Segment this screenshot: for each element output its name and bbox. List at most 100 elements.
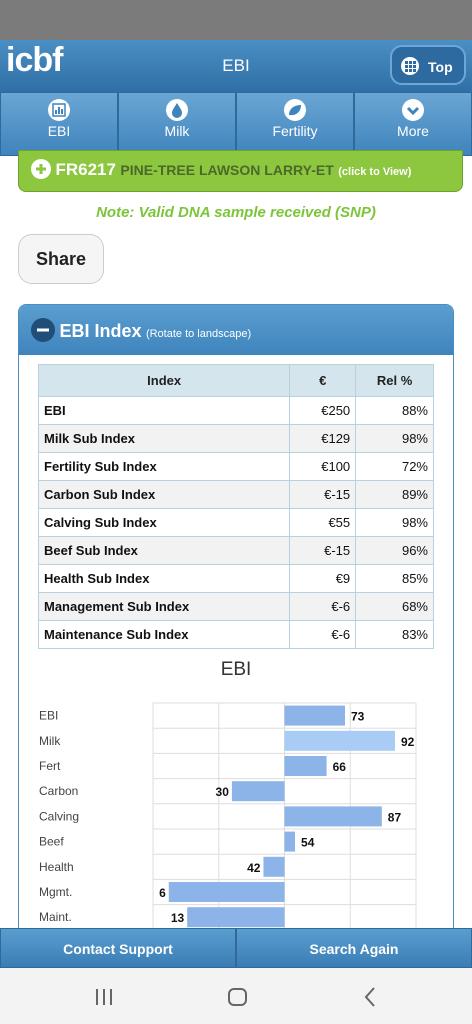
table-cell: €-15 (289, 536, 357, 565)
chart-title: EBI (221, 659, 252, 680)
table-cell: €-6 (289, 620, 357, 649)
table-row: Health Sub Index €9 85% (37, 564, 434, 593)
share-button[interactable]: Share (18, 234, 104, 284)
table-cell: 98% (355, 508, 434, 537)
value-label: 42 (247, 861, 261, 875)
tab-icon (48, 99, 70, 121)
logo: icbf (6, 41, 63, 79)
top-button[interactable]: Top (390, 45, 466, 85)
table-cell: €129 (289, 424, 357, 453)
table-row: Fertility Sub Index €100 72% (37, 452, 434, 481)
category-label: Calving (39, 809, 79, 823)
footer: Contact Support Search Again (0, 928, 472, 968)
column-header: Index (37, 364, 291, 397)
category-label: Mgmt. (39, 885, 72, 899)
table-row: Calving Sub Index €55 98% (37, 508, 434, 537)
value-label: 13 (171, 911, 185, 925)
table-cell: Maintenance Sub Index (37, 620, 291, 649)
table-cell: EBI (37, 396, 291, 425)
value-label: 87 (388, 810, 402, 824)
bar (231, 781, 285, 802)
bar (187, 907, 285, 928)
column-header: € (289, 364, 357, 397)
bar (284, 705, 345, 726)
table-cell: 96% (355, 536, 434, 565)
minus-icon (31, 318, 55, 342)
panel-hint: (Rotate to landscape) (145, 328, 252, 340)
category-label: Milk (39, 734, 61, 748)
category-label: EBI (39, 709, 58, 723)
table-cell: 98% (355, 424, 434, 453)
table-row: Maintenance Sub Index €-6 83% (37, 620, 434, 649)
table-cell: Calving Sub Index (37, 508, 291, 537)
table-cell: €100 (289, 452, 357, 481)
table-cell: €250 (289, 396, 357, 425)
tab-icon (402, 99, 424, 121)
chart: EBI EBI 73 Milk 92 Fert 66 Carbon 30 Calving 87 Bee… (39, 659, 417, 929)
table-cell: Carbon Sub Index (37, 480, 291, 509)
table-row: EBI €250 88% (37, 396, 434, 425)
table-cell: Milk Sub Index (37, 424, 291, 453)
bar (284, 756, 327, 776)
table-cell: 68% (355, 592, 434, 621)
tab-label: EBI (47, 123, 71, 139)
plus-icon (31, 159, 51, 179)
ebi-panel: EBI Index (Rotate to landscape) Index € Re… (18, 304, 454, 1004)
table-cell: €-15 (289, 480, 357, 509)
value-label: 30 (216, 785, 230, 799)
table-row: Management Sub Index €-6 68% (37, 592, 434, 621)
value-label: 92 (401, 735, 415, 749)
table-cell: 83% (355, 620, 434, 649)
table-cell: 89% (355, 480, 434, 509)
tab[interactable]: More (354, 92, 472, 156)
category-label: Maint. (39, 910, 72, 924)
table-row: Milk Sub Index €129 98% (37, 424, 434, 453)
tab[interactable]: Fertility (236, 92, 354, 156)
bar (284, 806, 382, 827)
table-cell: Health Sub Index (37, 564, 291, 593)
top-label: Top (428, 59, 453, 75)
table-cell: Management Sub Index (37, 592, 291, 621)
bar (284, 730, 395, 751)
value-label: 66 (333, 760, 347, 774)
tab-label: Milk (164, 123, 190, 139)
animal-id: FR6217 (55, 160, 116, 179)
system-nav (0, 968, 472, 1024)
bar (284, 831, 296, 852)
ebi-table: Index € Rel % EBI €250 88% Milk Sub Index €129 9… (37, 364, 434, 649)
animal-action: (click to View) (338, 166, 412, 178)
bar (168, 882, 285, 902)
category-label: Beef (39, 835, 64, 849)
status-bar (0, 0, 472, 40)
value-label: 54 (301, 836, 315, 850)
category-label: Carbon (39, 784, 78, 798)
panel-header[interactable]: EBI Index (Rotate to landscape) (19, 305, 453, 355)
category-label: Fert (39, 759, 61, 773)
tab-bar: EBI Milk Fertility More (0, 92, 472, 156)
table-cell: €-6 (289, 592, 357, 621)
grid-icon (401, 57, 419, 75)
table-cell: €9 (289, 564, 357, 593)
table-cell: Beef Sub Index (37, 536, 291, 565)
category-label: Health (39, 860, 74, 874)
table-cell: Fertility Sub Index (37, 452, 291, 481)
header-title: EBI (222, 56, 250, 75)
bar (263, 856, 285, 877)
animal-bar[interactable]: FR6217 PINE-TREE LAWSON LARRY-ET (click … (18, 150, 463, 192)
tab-icon (166, 99, 188, 121)
app-header: icbf EBI Top (0, 40, 472, 92)
column-header: Rel % (355, 364, 434, 397)
table-cell: 88% (355, 396, 434, 425)
note: Note: Valid DNA sample received (SNP) (96, 204, 376, 221)
table-cell: 85% (355, 564, 434, 593)
value-label: 73 (351, 710, 365, 724)
table-row: Carbon Sub Index €-15 89% (37, 480, 434, 509)
tab[interactable]: EBI (0, 92, 118, 156)
contact-button[interactable]: Contact Support (0, 928, 236, 968)
value-label: 6 (159, 886, 166, 900)
table-cell: 72% (355, 452, 434, 481)
tab[interactable]: Milk (118, 92, 236, 156)
search-button[interactable]: Search Again (236, 928, 472, 968)
tab-icon (284, 99, 306, 121)
